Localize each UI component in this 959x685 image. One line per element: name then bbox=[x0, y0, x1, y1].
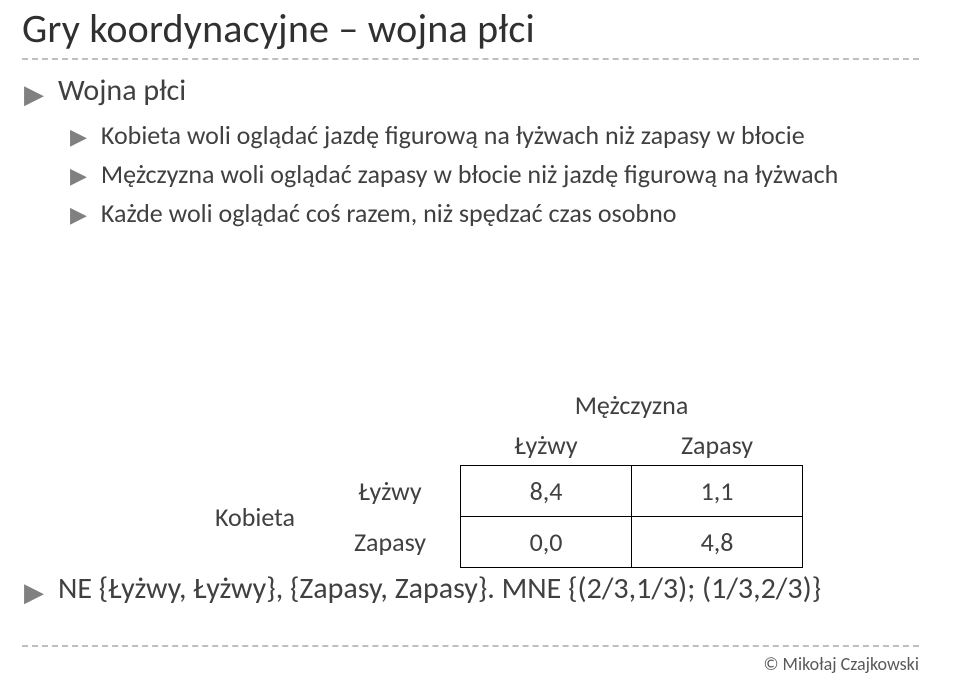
col-header: Zapasy bbox=[632, 425, 803, 466]
slide: Gry koordynacyjne – wojna płci ▶ Wojna p… bbox=[0, 0, 959, 685]
bullet-level2-text: Mężczyzna woli oglądać zapasy w błocie n… bbox=[101, 158, 838, 191]
bullet-marker-icon: ▶ bbox=[70, 162, 87, 190]
row-player-label: Kobieta bbox=[190, 466, 320, 568]
ne-result-text: NE {Łyżwy, Łyżwy}, {Zapasy, Zapasy}. MNE… bbox=[58, 570, 821, 607]
payoff-cell: 8,4 bbox=[461, 466, 632, 517]
bullet-marker-icon: ▶ bbox=[24, 78, 44, 111]
row-header: Zapasy bbox=[320, 517, 461, 568]
bullet-marker-icon: ▶ bbox=[24, 576, 44, 608]
content-area: ▶ Wojna płci ▶ Kobieta woli oglądać jazd… bbox=[24, 72, 919, 236]
bullet-level2: ▶ Mężczyzna woli oglądać zapasy w błocie… bbox=[70, 158, 919, 191]
bullet-level2: ▶ Kobieta woli oglądać jazdę figurową na… bbox=[70, 119, 919, 152]
ne-result: ▶ NE {Łyżwy, Łyżwy}, {Zapasy, Zapasy}. M… bbox=[24, 570, 821, 608]
payoff-table: Mężczyzna Łyżwy Zapasy Kobieta Łyżwy 8,4… bbox=[190, 385, 803, 568]
bullet-level1: ▶ Wojna płci bbox=[24, 72, 919, 111]
bullet-marker-icon: ▶ bbox=[70, 201, 87, 229]
bullet-level2-text: Każde woli oglądać coś razem, niż spędza… bbox=[101, 197, 677, 230]
bullet-level2: ▶ Każde woli oglądać coś razem, niż spęd… bbox=[70, 197, 919, 230]
bullet-level2-text: Kobieta woli oglądać jazdę figurową na ł… bbox=[101, 119, 805, 152]
bullet-level1-text: Wojna płci bbox=[58, 72, 186, 109]
col-player-label: Mężczyzna bbox=[461, 385, 803, 425]
footer-divider bbox=[22, 645, 919, 647]
col-header: Łyżwy bbox=[461, 425, 632, 466]
row-header: Łyżwy bbox=[320, 466, 461, 517]
payoff-cell: 0,0 bbox=[461, 517, 632, 568]
bullet-marker-icon: ▶ bbox=[70, 123, 87, 151]
footer-copyright: © Mikołaj Czajkowski bbox=[763, 653, 919, 675]
slide-title: Gry koordynacyjne – wojna płci bbox=[22, 4, 535, 53]
payoff-cell: 4,8 bbox=[632, 517, 803, 568]
payoff-cell: 1,1 bbox=[632, 466, 803, 517]
title-divider bbox=[22, 58, 919, 60]
